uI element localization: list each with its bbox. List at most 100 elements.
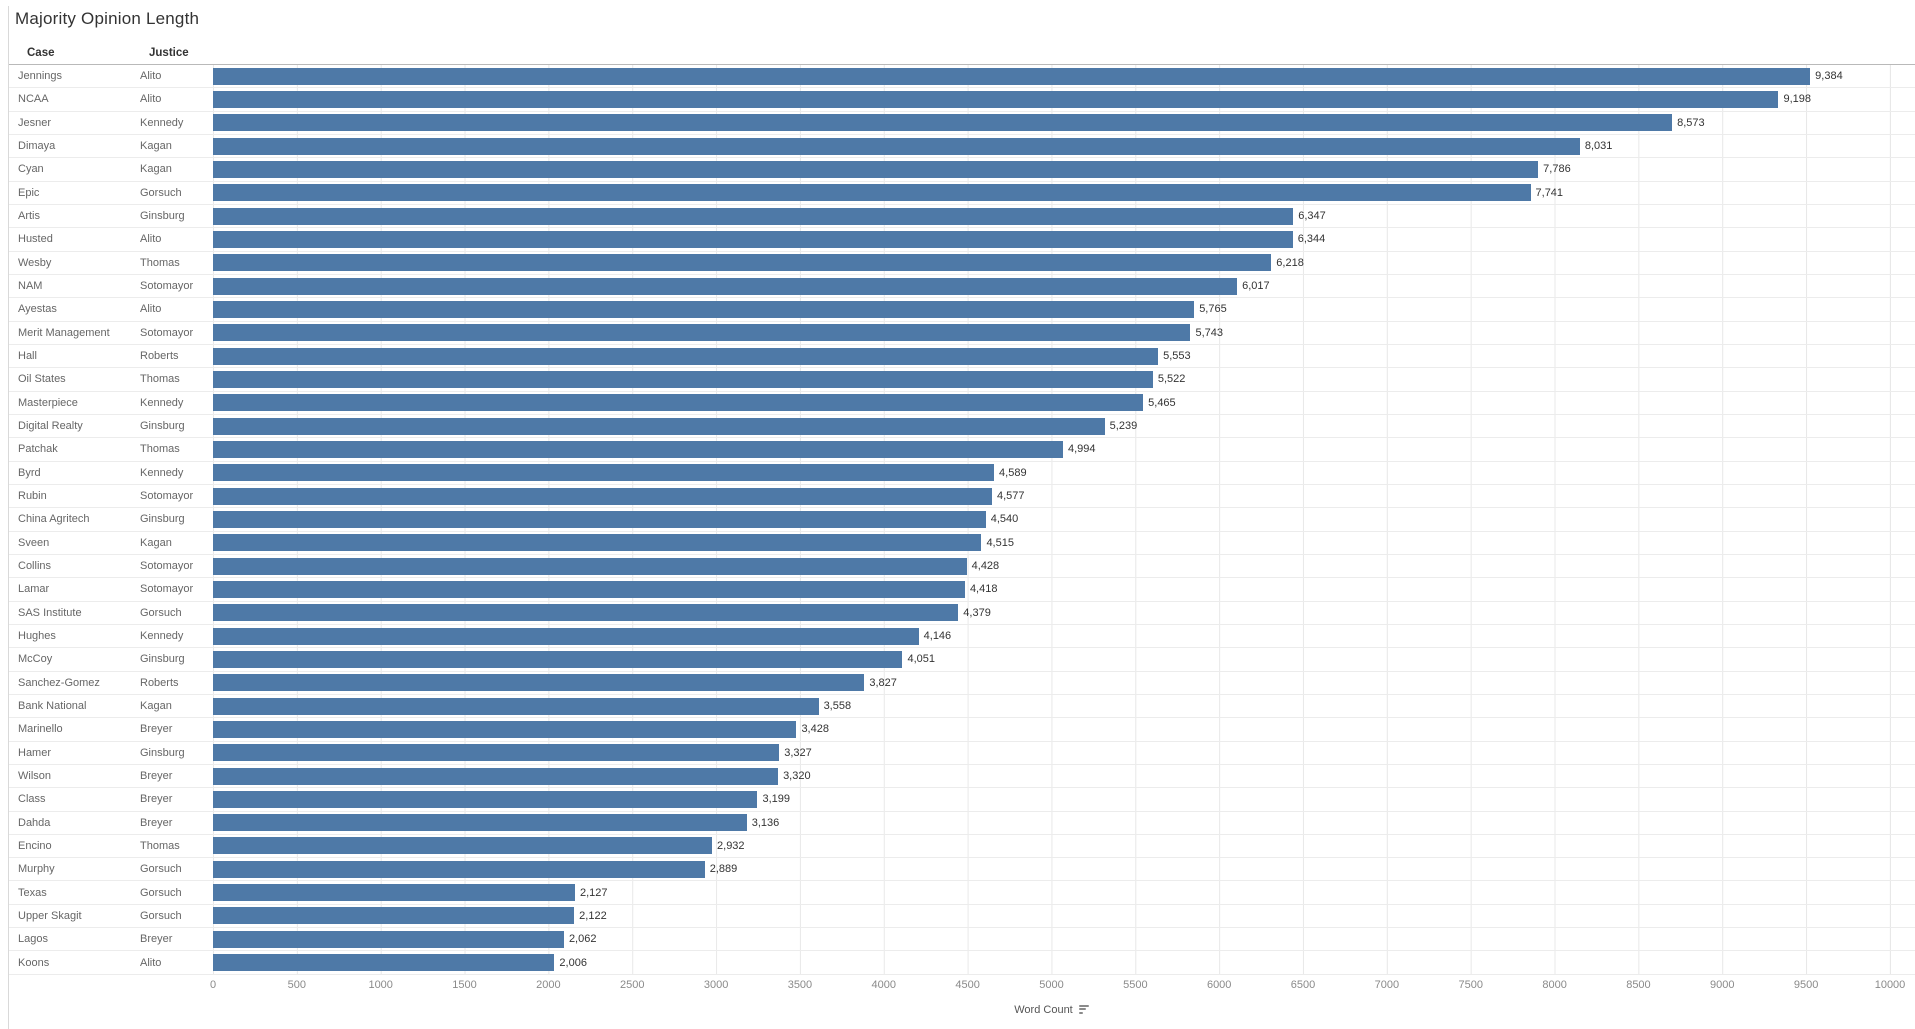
case-label[interactable]: Ayestas [18, 303, 57, 316]
justice-label[interactable]: Kennedy [140, 466, 184, 479]
bar[interactable] [213, 324, 1191, 342]
bar[interactable] [213, 254, 1272, 272]
case-label[interactable]: Lamar [18, 583, 50, 596]
column-header-justice[interactable]: Justice [149, 47, 189, 59]
justice-label[interactable]: Alito [140, 70, 162, 83]
case-label[interactable]: Hughes [18, 630, 56, 643]
case-label[interactable]: Bank National [18, 700, 87, 713]
case-label[interactable]: NCAA [18, 93, 49, 106]
case-label[interactable]: Sveen [18, 536, 50, 549]
sort-descending-icon[interactable] [1078, 1004, 1089, 1016]
case-label[interactable]: Jennings [18, 70, 63, 83]
bar[interactable] [213, 440, 1063, 458]
bar[interactable] [213, 67, 1811, 85]
bar[interactable] [213, 907, 575, 925]
case-label[interactable]: Dimaya [18, 140, 56, 153]
case-label[interactable]: Masterpiece [18, 396, 78, 409]
justice-label[interactable]: Ginsburg [140, 653, 185, 666]
bar[interactable] [213, 767, 779, 785]
case-label[interactable]: Encino [18, 839, 52, 852]
case-label[interactable]: Cyan [18, 163, 44, 176]
justice-label[interactable]: Gorsuch [140, 863, 182, 876]
justice-label[interactable]: Sotomayor [140, 490, 194, 503]
case-label[interactable]: Merit Management [18, 326, 110, 339]
bar[interactable] [213, 90, 1779, 108]
case-label[interactable]: Dahda [18, 816, 51, 829]
bar[interactable] [213, 860, 705, 878]
bar[interactable] [213, 417, 1105, 435]
justice-label[interactable]: Breyer [140, 793, 173, 806]
justice-label[interactable]: Sotomayor [140, 280, 194, 293]
case-label[interactable]: Collins [18, 560, 52, 573]
justice-label[interactable]: Breyer [140, 816, 173, 829]
case-label[interactable]: McCoy [18, 653, 53, 666]
justice-label[interactable]: Ginsburg [140, 420, 185, 433]
bar[interactable] [213, 230, 1293, 248]
case-label[interactable]: Sanchez-Gomez [18, 676, 100, 689]
case-label[interactable]: Class [18, 793, 46, 806]
justice-label[interactable]: Alito [140, 233, 162, 246]
case-label[interactable]: Wesby [18, 256, 52, 269]
bar[interactable] [213, 697, 819, 715]
case-label[interactable]: Lagos [18, 933, 48, 946]
justice-label[interactable]: Kagan [140, 163, 172, 176]
case-label[interactable]: China Agritech [18, 513, 90, 526]
justice-label[interactable]: Thomas [140, 839, 180, 852]
justice-label[interactable]: Kennedy [140, 630, 184, 643]
justice-label[interactable]: Sotomayor [140, 583, 194, 596]
case-label[interactable]: Digital Realty [18, 420, 83, 433]
bar[interactable] [213, 650, 903, 668]
justice-label[interactable]: Kagan [140, 140, 172, 153]
bar[interactable] [213, 580, 965, 598]
justice-label[interactable]: Gorsuch [140, 186, 182, 199]
justice-label[interactable]: Breyer [140, 723, 173, 736]
bar[interactable] [213, 300, 1195, 318]
case-label[interactable]: Husted [18, 233, 53, 246]
bar[interactable] [213, 837, 713, 855]
justice-label[interactable]: Ginsburg [140, 513, 185, 526]
bar[interactable] [213, 790, 758, 808]
justice-label[interactable]: Kennedy [140, 396, 184, 409]
bar[interactable] [213, 370, 1153, 388]
justice-label[interactable]: Alito [140, 303, 162, 316]
bar[interactable] [213, 207, 1294, 225]
bar[interactable] [213, 604, 959, 622]
case-label[interactable]: Texas [18, 886, 47, 899]
bar[interactable] [213, 744, 780, 762]
bar[interactable] [213, 137, 1580, 155]
bar[interactable] [213, 930, 564, 948]
justice-label[interactable]: Kagan [140, 536, 172, 549]
case-label[interactable]: Marinello [18, 723, 63, 736]
justice-label[interactable]: Alito [140, 956, 162, 969]
column-header-case[interactable]: Case [27, 47, 55, 59]
case-label[interactable]: Artis [18, 210, 40, 223]
bar[interactable] [213, 954, 555, 972]
justice-label[interactable]: Roberts [140, 676, 179, 689]
bar[interactable] [213, 720, 797, 738]
justice-label[interactable]: Thomas [140, 256, 180, 269]
justice-label[interactable]: Gorsuch [140, 886, 182, 899]
justice-label[interactable]: Ginsburg [140, 210, 185, 223]
justice-label[interactable]: Kennedy [140, 116, 184, 129]
bar[interactable] [213, 814, 747, 832]
case-label[interactable]: Rubin [18, 490, 47, 503]
case-label[interactable]: Hamer [18, 746, 52, 759]
justice-label[interactable]: Roberts [140, 350, 179, 363]
case-label[interactable]: Byrd [18, 466, 41, 479]
case-label[interactable]: Wilson [18, 770, 52, 782]
justice-label[interactable]: Kagan [140, 700, 172, 713]
case-label[interactable]: Jesner [18, 116, 52, 129]
case-label[interactable]: Epic [18, 186, 40, 199]
bar[interactable] [213, 160, 1539, 178]
case-label[interactable]: SAS Institute [18, 606, 82, 619]
bar[interactable] [213, 487, 992, 505]
case-label[interactable]: Murphy [18, 863, 55, 876]
justice-label[interactable]: Thomas [140, 443, 180, 456]
bar[interactable] [213, 277, 1238, 295]
justice-label[interactable]: Alito [140, 93, 162, 106]
justice-label[interactable]: Sotomayor [140, 326, 194, 339]
justice-label[interactable]: Sotomayor [140, 560, 194, 573]
x-axis-label[interactable]: Word Count [1014, 1004, 1073, 1016]
bar[interactable] [213, 394, 1144, 412]
justice-label[interactable]: Ginsburg [140, 746, 185, 759]
